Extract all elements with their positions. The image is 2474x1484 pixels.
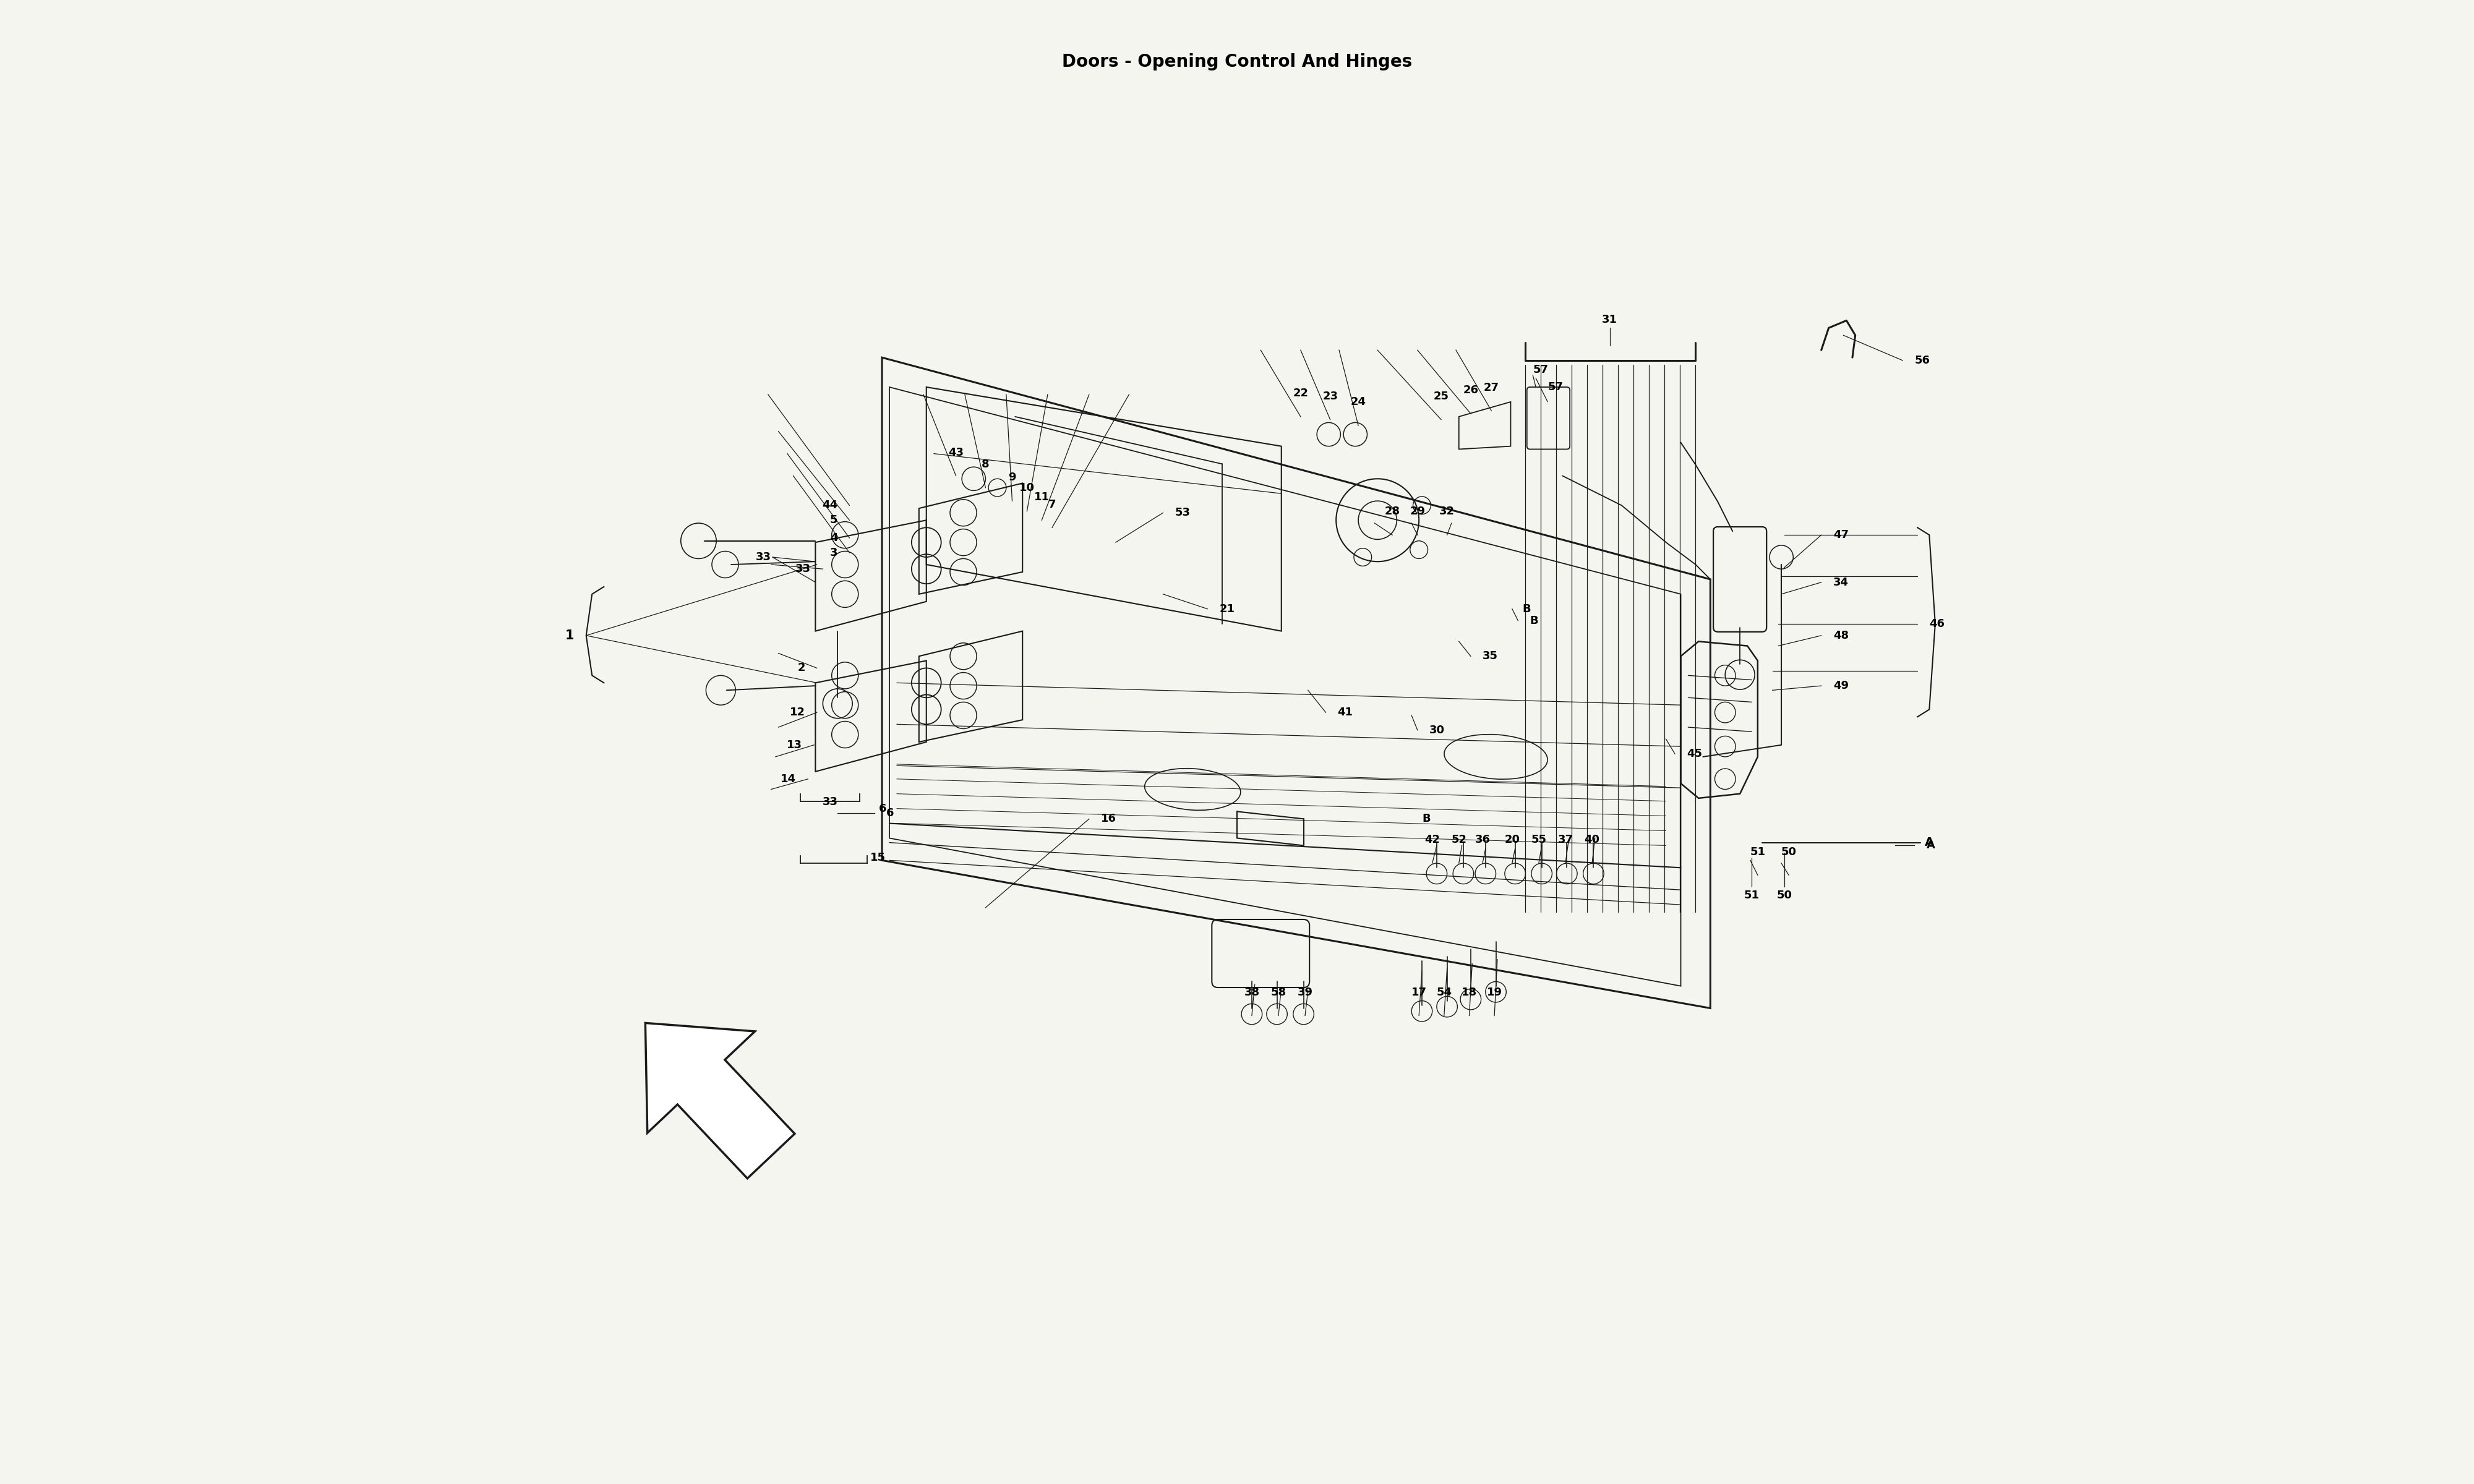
- Text: 24: 24: [1351, 396, 1366, 408]
- Text: 50: 50: [1776, 890, 1791, 901]
- Text: 21: 21: [1220, 604, 1235, 614]
- Text: 47: 47: [1833, 530, 1848, 540]
- Text: 23: 23: [1324, 390, 1338, 402]
- Text: 57: 57: [1534, 364, 1549, 375]
- Text: Doors - Opening Control And Hinges: Doors - Opening Control And Hinges: [1061, 53, 1413, 70]
- Polygon shape: [646, 1022, 794, 1178]
- Text: 33: 33: [755, 552, 772, 562]
- Text: 33: 33: [821, 797, 839, 807]
- Text: 12: 12: [789, 706, 804, 718]
- Text: 25: 25: [1432, 390, 1450, 402]
- Text: 33: 33: [797, 564, 811, 574]
- Text: 35: 35: [1482, 650, 1499, 662]
- Text: 42: 42: [1425, 834, 1440, 846]
- Text: 15: 15: [871, 852, 886, 862]
- Text: 28: 28: [1385, 506, 1400, 518]
- Text: 54: 54: [1437, 987, 1452, 997]
- Text: 27: 27: [1484, 381, 1499, 393]
- Text: 11: 11: [1034, 491, 1049, 503]
- Text: 8: 8: [982, 459, 990, 470]
- Text: 51: 51: [1749, 846, 1766, 858]
- Text: 6: 6: [886, 807, 893, 819]
- Text: 51: 51: [1744, 890, 1759, 901]
- Text: 58: 58: [1272, 987, 1286, 997]
- Text: B: B: [1423, 813, 1430, 825]
- Text: 31: 31: [1603, 313, 1618, 325]
- Text: A: A: [1925, 837, 1935, 849]
- Text: 40: 40: [1583, 834, 1601, 846]
- Text: 43: 43: [948, 447, 965, 459]
- Text: 4: 4: [829, 533, 839, 543]
- Text: 39: 39: [1296, 987, 1314, 997]
- Text: 5: 5: [829, 515, 839, 525]
- Text: 13: 13: [787, 739, 802, 751]
- Text: 17: 17: [1410, 987, 1427, 997]
- Text: 38: 38: [1244, 987, 1259, 997]
- Text: 32: 32: [1440, 506, 1455, 518]
- Text: 37: 37: [1559, 834, 1573, 846]
- Text: 19: 19: [1487, 987, 1502, 997]
- Text: 41: 41: [1338, 706, 1353, 718]
- Text: 3: 3: [829, 548, 839, 558]
- Text: 6: 6: [878, 803, 886, 815]
- Text: 55: 55: [1531, 834, 1546, 846]
- Text: 2: 2: [797, 662, 804, 674]
- Text: 56: 56: [1915, 355, 1930, 367]
- Text: B: B: [1522, 604, 1531, 614]
- Text: 49: 49: [1833, 680, 1848, 692]
- Text: 26: 26: [1462, 384, 1479, 396]
- Text: 50: 50: [1781, 846, 1796, 858]
- Text: A: A: [1927, 840, 1935, 852]
- Text: 16: 16: [1101, 813, 1116, 825]
- Text: 44: 44: [821, 500, 839, 510]
- Text: 53: 53: [1175, 508, 1190, 518]
- Text: 14: 14: [782, 773, 797, 785]
- Text: 46: 46: [1930, 619, 1945, 629]
- Text: B: B: [1529, 616, 1539, 626]
- Text: 18: 18: [1462, 987, 1477, 997]
- Text: 52: 52: [1452, 834, 1467, 846]
- Text: 57: 57: [1549, 381, 1564, 393]
- Text: 9: 9: [1009, 472, 1017, 484]
- Text: 20: 20: [1504, 834, 1519, 846]
- Text: 36: 36: [1475, 834, 1489, 846]
- Text: 30: 30: [1430, 724, 1445, 736]
- Text: 1: 1: [567, 629, 574, 641]
- Text: 48: 48: [1833, 631, 1848, 641]
- Text: 45: 45: [1687, 748, 1702, 760]
- Text: 34: 34: [1833, 577, 1848, 588]
- Text: 10: 10: [1019, 482, 1034, 494]
- Text: 7: 7: [1049, 499, 1056, 510]
- Text: 22: 22: [1294, 387, 1309, 399]
- Text: 29: 29: [1410, 506, 1425, 518]
